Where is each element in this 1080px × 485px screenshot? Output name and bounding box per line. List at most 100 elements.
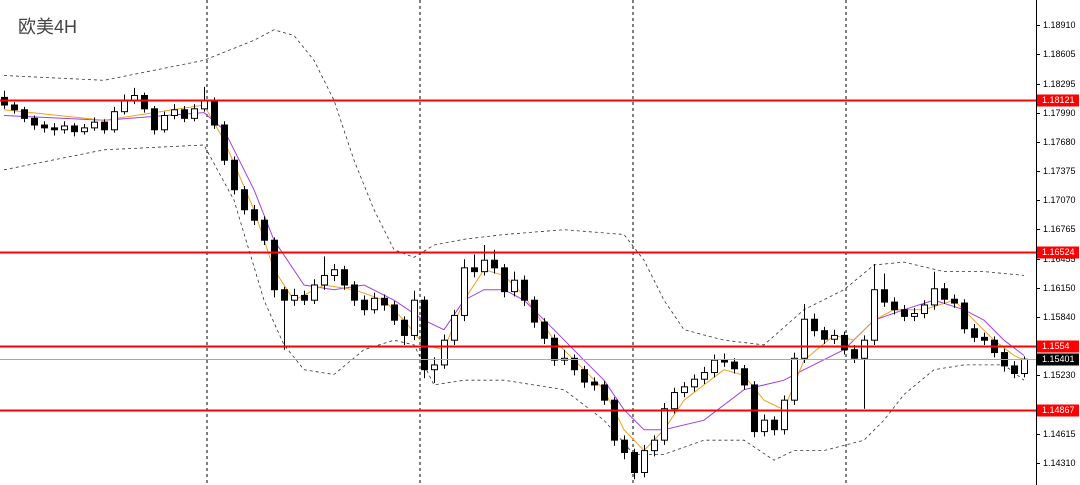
y-tick-label: 1.16455 — [1043, 254, 1076, 264]
candle-body — [221, 124, 228, 161]
y-tick-label: 1.16150 — [1043, 283, 1076, 293]
candle-body — [901, 309, 908, 317]
y-tick-label: 1.16765 — [1043, 224, 1076, 234]
candle-body — [571, 357, 578, 371]
candle-body — [921, 304, 928, 315]
level-box — [1037, 94, 1079, 107]
candle-body — [501, 267, 508, 293]
y-tick-label: 1.17070 — [1043, 195, 1076, 205]
y-tick-label: 1.15840 — [1043, 312, 1076, 322]
candle-body — [641, 450, 648, 474]
candle-body — [851, 349, 858, 359]
candle-body — [581, 369, 588, 383]
candle-body — [941, 288, 948, 300]
candle-body — [321, 274, 328, 286]
candle-body — [201, 99, 208, 110]
candle-body — [601, 384, 608, 401]
candle-body — [721, 359, 728, 363]
y-tick-label: 1.18295 — [1043, 79, 1076, 89]
candle-body — [261, 219, 268, 241]
candle-body — [211, 99, 218, 126]
candle-body — [811, 318, 818, 332]
candle-body — [251, 209, 258, 221]
candle-body — [511, 279, 518, 293]
candle-body — [491, 259, 498, 269]
candle-body — [441, 339, 448, 366]
candle-body — [81, 127, 88, 133]
candle-body — [21, 109, 28, 119]
candle-body — [1021, 358, 1028, 375]
candle-body — [171, 109, 178, 116]
candle-body — [671, 392, 678, 410]
candle-body — [841, 334, 848, 351]
candle-body — [161, 114, 168, 131]
candle-body — [311, 284, 318, 301]
candle-body — [91, 121, 98, 129]
candle-body — [891, 301, 898, 311]
candle-body — [231, 159, 238, 191]
candle-body — [681, 386, 688, 394]
candle-body — [481, 259, 488, 273]
y-tick-label: 1.17680 — [1043, 137, 1076, 147]
moving-average — [3, 112, 1025, 431]
candle-body — [181, 109, 188, 119]
candle-body — [591, 381, 598, 386]
candle-body — [881, 289, 888, 303]
level-label: 1.1554 — [1042, 341, 1070, 351]
candle-body — [291, 294, 298, 301]
candle-body — [61, 125, 68, 131]
candle-body — [341, 269, 348, 286]
level-box — [1037, 404, 1079, 417]
candle-body — [101, 121, 108, 131]
chart-title: 欧美4H — [18, 17, 77, 37]
candle-body — [861, 339, 868, 359]
y-tick-label: 1.17375 — [1043, 166, 1076, 176]
candle-body — [631, 452, 638, 474]
candle-body — [241, 189, 248, 211]
candle-body — [351, 284, 358, 301]
candle-body — [711, 359, 718, 374]
level-label: 1.14867 — [1042, 405, 1075, 415]
candle-body — [781, 399, 788, 431]
candle-body — [611, 399, 618, 441]
candle-body — [961, 302, 968, 330]
current-price-box — [1037, 353, 1079, 366]
candle-body — [51, 127, 58, 131]
candle-body — [791, 357, 798, 401]
candle-body — [931, 288, 938, 306]
candle-body — [821, 330, 828, 340]
candle-body — [361, 299, 368, 311]
candle-body — [981, 336, 988, 341]
period-separators — [206, 0, 847, 485]
level-box — [1037, 340, 1079, 353]
candle-body — [151, 108, 158, 131]
candle-body — [191, 108, 198, 119]
candle-body — [41, 124, 48, 129]
y-tick-label: 1.17990 — [1043, 108, 1076, 118]
candle-body — [871, 289, 878, 341]
candle-body — [421, 299, 428, 371]
y-tick-label: 1.15230 — [1043, 370, 1076, 380]
candle-body — [471, 267, 478, 273]
y-tick-label: 1.14310 — [1043, 458, 1076, 468]
candle-body — [651, 439, 658, 452]
candle-body — [451, 314, 458, 341]
candle-body — [801, 318, 808, 359]
y-tick-label: 1.14615 — [1043, 429, 1076, 439]
y-tick-label: 1.18605 — [1043, 49, 1076, 59]
candle-body — [331, 269, 338, 276]
candle-body — [121, 99, 128, 113]
candle-body — [411, 299, 418, 336]
candle-body — [11, 104, 18, 111]
candle-body — [971, 328, 978, 338]
candle-body — [831, 334, 838, 340]
candle-body — [521, 279, 528, 301]
level-label: 1.16524 — [1042, 247, 1075, 257]
current-price-label: 1.15401 — [1042, 354, 1075, 364]
level-label: 1.18121 — [1042, 95, 1075, 105]
candle-body — [661, 408, 668, 441]
candle-body — [31, 117, 38, 126]
y-tick-label: 1.18910 — [1043, 20, 1076, 30]
